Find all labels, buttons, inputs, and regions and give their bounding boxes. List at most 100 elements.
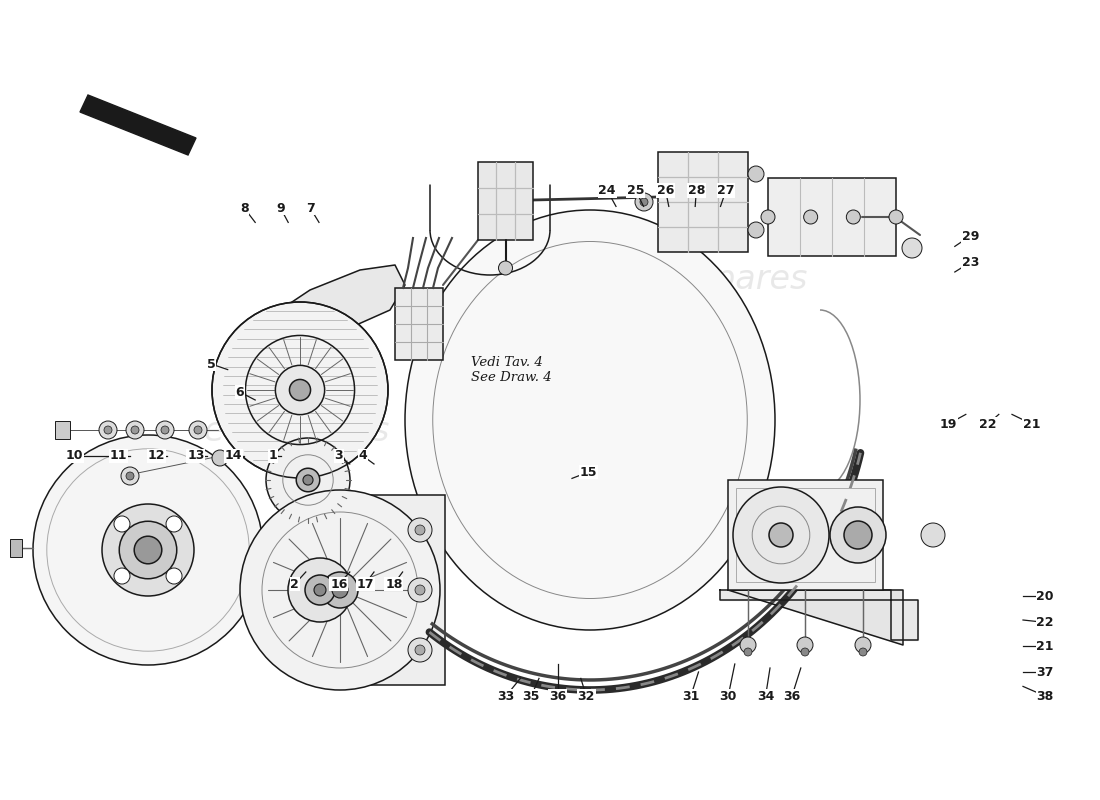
Text: 21: 21	[1023, 418, 1041, 430]
Circle shape	[640, 198, 648, 206]
Circle shape	[744, 648, 752, 656]
Circle shape	[761, 210, 776, 224]
Text: 15: 15	[580, 466, 597, 478]
Circle shape	[114, 568, 130, 584]
Circle shape	[131, 426, 139, 434]
Circle shape	[189, 421, 207, 439]
Circle shape	[194, 426, 202, 434]
Circle shape	[275, 366, 324, 414]
Text: 34: 34	[757, 690, 774, 702]
Text: 35: 35	[522, 690, 540, 702]
Text: 18: 18	[385, 578, 403, 590]
Circle shape	[855, 637, 871, 653]
Text: 10: 10	[66, 450, 84, 462]
Circle shape	[99, 421, 117, 439]
Text: 19: 19	[939, 418, 957, 430]
Text: 12: 12	[147, 450, 165, 462]
Text: 1: 1	[268, 450, 277, 462]
Circle shape	[161, 426, 169, 434]
Bar	[658, 152, 748, 252]
Circle shape	[296, 468, 320, 492]
Text: 29: 29	[961, 230, 979, 242]
Circle shape	[415, 645, 425, 655]
Bar	[728, 480, 883, 590]
Circle shape	[266, 438, 350, 522]
Circle shape	[166, 568, 182, 584]
Bar	[478, 162, 534, 240]
Text: 27: 27	[717, 184, 735, 197]
Circle shape	[733, 487, 829, 583]
Text: 6: 6	[235, 386, 244, 398]
Circle shape	[134, 536, 162, 564]
Bar	[768, 178, 896, 256]
Text: 36: 36	[783, 690, 801, 702]
Circle shape	[126, 472, 134, 480]
Text: 9: 9	[276, 202, 285, 214]
Text: 13: 13	[187, 450, 205, 462]
Circle shape	[408, 518, 432, 542]
Text: 28: 28	[688, 184, 705, 197]
Circle shape	[126, 421, 144, 439]
Polygon shape	[275, 265, 405, 335]
Bar	[736, 488, 875, 582]
Text: 25: 25	[627, 184, 645, 197]
Text: 17: 17	[356, 578, 374, 590]
Bar	[395, 288, 443, 360]
Text: 16: 16	[330, 578, 348, 590]
Circle shape	[769, 523, 793, 547]
Text: eurospares: eurospares	[621, 263, 808, 297]
Circle shape	[288, 558, 352, 622]
Circle shape	[889, 210, 903, 224]
Text: 2: 2	[290, 578, 299, 590]
Text: 22: 22	[979, 418, 997, 430]
Text: 36: 36	[549, 690, 566, 702]
Polygon shape	[720, 590, 918, 640]
Circle shape	[212, 302, 388, 478]
Circle shape	[635, 193, 653, 211]
Text: 5: 5	[207, 358, 216, 370]
Circle shape	[902, 238, 922, 258]
Circle shape	[846, 210, 860, 224]
Circle shape	[156, 421, 174, 439]
Circle shape	[305, 575, 336, 605]
Circle shape	[119, 522, 177, 578]
Circle shape	[844, 521, 872, 549]
Circle shape	[332, 582, 348, 598]
Bar	[350, 495, 446, 685]
Text: 21: 21	[1036, 640, 1054, 653]
Bar	[55, 421, 70, 439]
Circle shape	[921, 523, 945, 547]
Circle shape	[830, 507, 886, 563]
Circle shape	[102, 504, 194, 596]
Circle shape	[408, 638, 432, 662]
Circle shape	[859, 648, 867, 656]
Text: 38: 38	[1036, 690, 1054, 702]
Text: 8: 8	[240, 202, 249, 214]
Text: 11: 11	[110, 450, 128, 462]
Text: 7: 7	[306, 202, 315, 214]
Circle shape	[293, 383, 307, 397]
Circle shape	[748, 166, 764, 182]
Polygon shape	[728, 590, 903, 645]
Circle shape	[801, 648, 808, 656]
Circle shape	[798, 637, 813, 653]
Text: eurospares: eurospares	[204, 415, 390, 449]
Text: 26: 26	[657, 184, 674, 197]
Text: 24: 24	[598, 184, 616, 197]
Circle shape	[408, 578, 432, 602]
Circle shape	[114, 516, 130, 532]
Text: 32: 32	[578, 690, 595, 702]
Circle shape	[212, 450, 228, 466]
Text: 30: 30	[719, 690, 737, 702]
Text: 37: 37	[1036, 666, 1054, 678]
Circle shape	[121, 467, 139, 485]
Circle shape	[415, 525, 425, 535]
Text: 14: 14	[224, 450, 242, 462]
Circle shape	[804, 210, 817, 224]
Circle shape	[104, 426, 112, 434]
Text: Vedi Tav. 4
See Draw. 4: Vedi Tav. 4 See Draw. 4	[471, 357, 551, 385]
Text: 20: 20	[1036, 590, 1054, 602]
Circle shape	[748, 222, 764, 238]
Polygon shape	[80, 95, 196, 155]
Circle shape	[289, 379, 310, 401]
